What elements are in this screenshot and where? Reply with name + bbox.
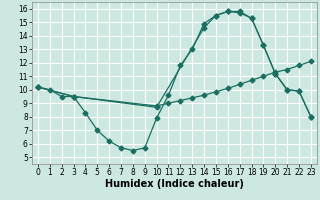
X-axis label: Humidex (Indice chaleur): Humidex (Indice chaleur) — [105, 179, 244, 189]
